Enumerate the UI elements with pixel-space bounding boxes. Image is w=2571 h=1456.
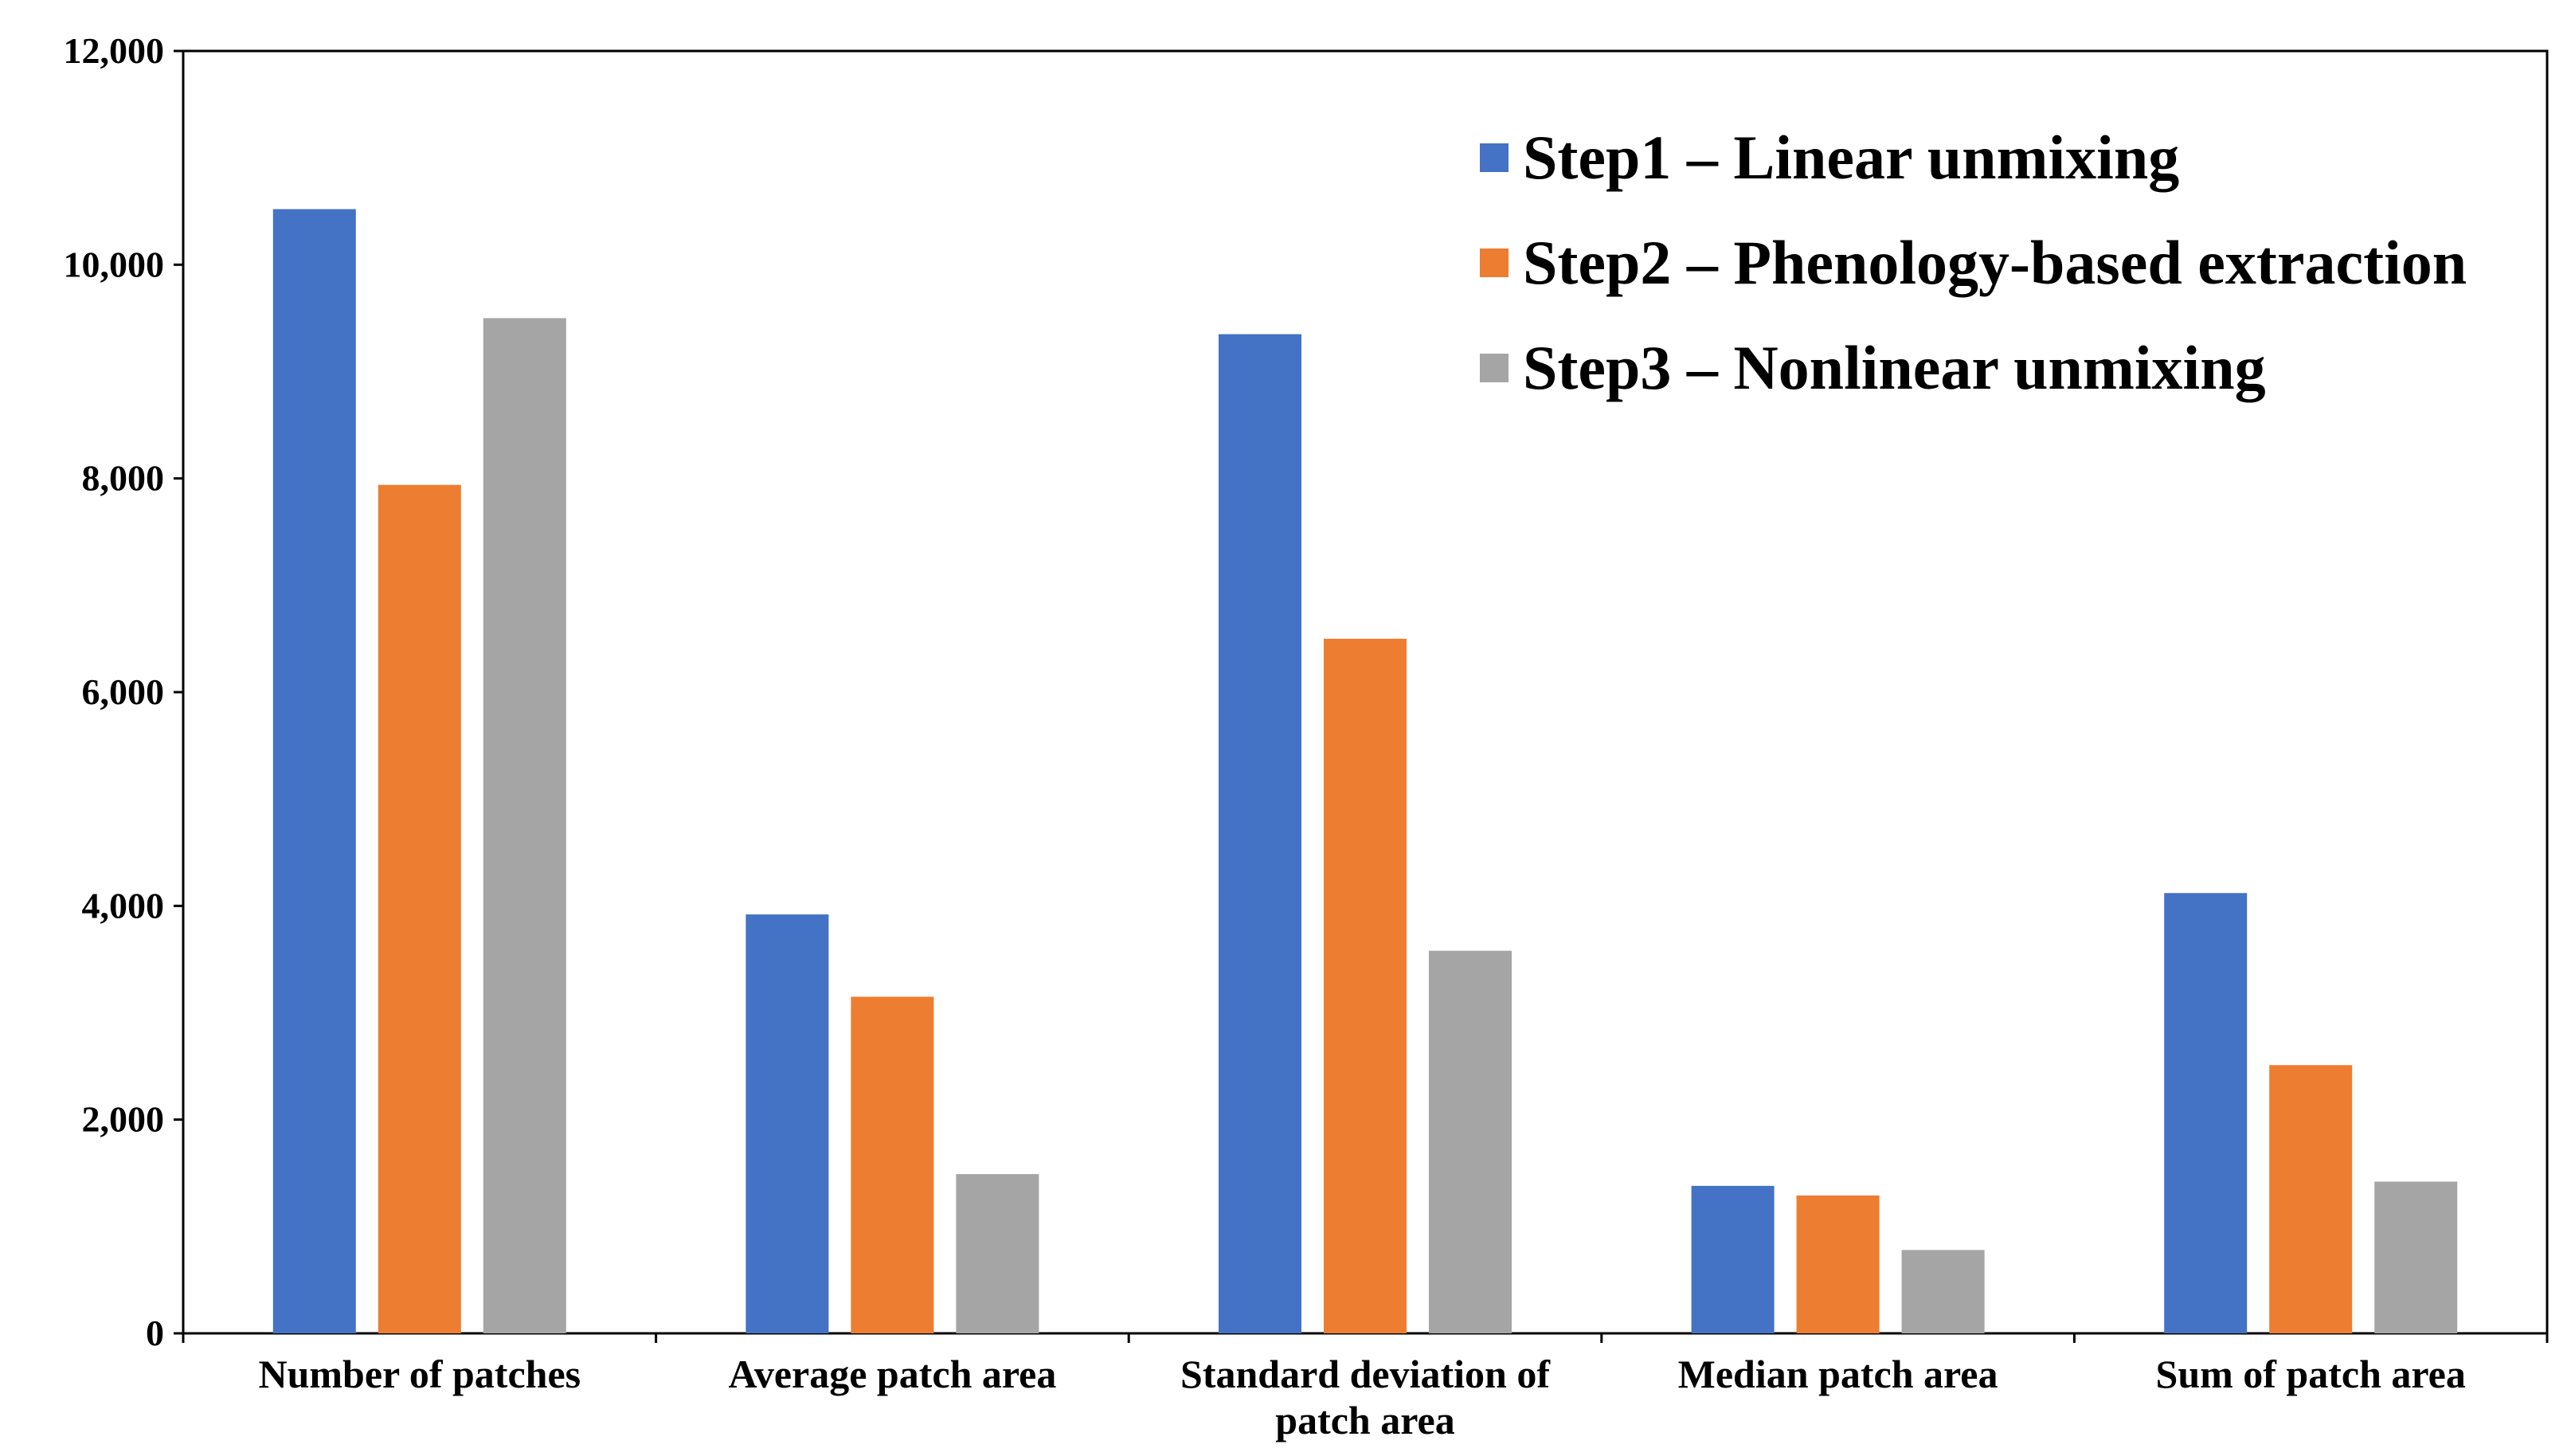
bar (483, 318, 566, 1334)
y-tick-label: 8,000 (82, 458, 165, 499)
bar (745, 914, 829, 1333)
legend-label: Step1 – Linear unmixing (1523, 123, 2179, 192)
bar (956, 1174, 1039, 1333)
bar (1796, 1195, 1880, 1333)
bar (2269, 1065, 2353, 1333)
bar (378, 484, 461, 1333)
bar (1219, 334, 1301, 1334)
y-tick-label: 6,000 (82, 671, 165, 712)
x-category-label: Standard deviation of (1180, 1352, 1551, 1396)
x-category-label: patch area (1275, 1398, 1454, 1442)
bar (1901, 1250, 1985, 1333)
bar (1324, 638, 1407, 1333)
bar (2164, 893, 2248, 1333)
legend-swatch (1480, 354, 1509, 382)
x-category-label: Median patch area (1678, 1352, 1998, 1396)
bar (1691, 1185, 1775, 1333)
bar (851, 996, 934, 1333)
y-tick-label: 2,000 (82, 1099, 165, 1140)
bar (272, 209, 356, 1334)
y-tick-label: 10,000 (64, 244, 165, 284)
bars-group (272, 209, 2458, 1334)
y-tick-label: 12,000 (64, 30, 165, 71)
legend-label: Step3 – Nonlinear unmixing (1523, 333, 2266, 402)
x-category-label: Sum of patch area (2156, 1352, 2466, 1396)
axes-group: 0 2,000 4,000 6,000 8,000 10,000 12,000 Number … (64, 30, 2549, 1442)
x-category-label: Average patch area (728, 1352, 1056, 1396)
legend-swatch (1480, 249, 1509, 277)
y-tick-label: 0 (146, 1313, 164, 1353)
x-category-label: Number of patches (258, 1352, 581, 1396)
bar (1429, 950, 1512, 1333)
bar (2374, 1181, 2458, 1333)
y-tick-label: 4,000 (82, 885, 165, 926)
legend-swatch (1480, 143, 1509, 172)
legend: Step1 – Linear unmixing Step2 – Phenology… (1480, 123, 2467, 402)
legend-label: Step2 – Phenology-based extraction (1523, 228, 2467, 297)
